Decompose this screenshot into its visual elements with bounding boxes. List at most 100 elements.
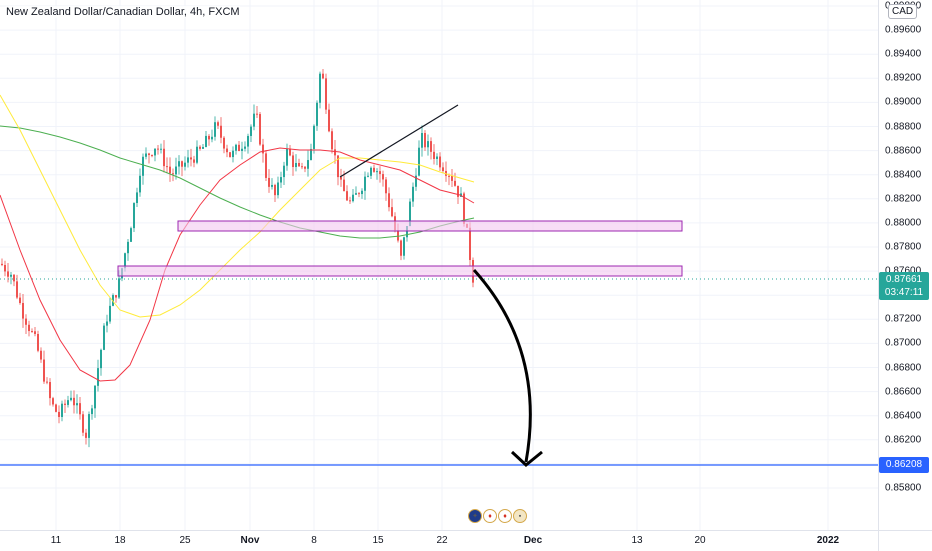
candle-up <box>295 162 297 168</box>
candle-down <box>4 264 6 272</box>
time-tick-label: 15 <box>372 535 384 546</box>
candle-up <box>250 126 252 136</box>
candle-up <box>91 408 93 415</box>
candle-down <box>7 271 9 277</box>
candle-up <box>124 253 126 269</box>
candle-down <box>64 403 66 405</box>
candle-down <box>439 156 441 168</box>
candle-down <box>46 381 48 383</box>
price-tick-label: 0.87600 <box>885 266 921 277</box>
candle-down <box>217 122 219 126</box>
time-tick-label: 13 <box>631 535 643 546</box>
nz-flag-icon[interactable]: ✦ <box>468 509 482 523</box>
candle-up <box>184 162 186 167</box>
candle-down <box>85 432 87 438</box>
candle-up <box>88 414 90 438</box>
candle-down <box>448 175 450 177</box>
grid <box>0 0 878 530</box>
price-tick-label: 0.88400 <box>885 169 922 181</box>
candle-down <box>115 295 117 298</box>
candle-up <box>241 148 243 151</box>
candle-down <box>220 125 222 138</box>
candle-up <box>244 146 246 149</box>
candle-down <box>28 324 30 332</box>
candle-up <box>418 147 420 176</box>
economic-events-bar[interactable]: ✦ ♦ ♦ ▪ <box>468 509 527 523</box>
candle-up <box>406 226 408 238</box>
candle-up <box>187 157 189 163</box>
candle-down <box>82 414 84 433</box>
candle-down <box>49 382 51 399</box>
candle-down <box>52 398 54 405</box>
projection-arrow <box>472 268 532 463</box>
time-axis[interactable]: 11 18 25 Nov 8 15 22 Dec 13 20 2022 <box>0 530 878 551</box>
time-tick-label: 22 <box>436 535 448 546</box>
candle-down <box>463 193 465 224</box>
candle-up <box>310 148 312 161</box>
price-tick-label: 0.86600 <box>885 386 922 398</box>
candle-down <box>469 227 471 260</box>
currency-label[interactable]: CAD <box>888 4 918 19</box>
candle-down <box>229 152 231 158</box>
candle-down <box>328 109 330 132</box>
candle-down <box>163 148 165 167</box>
candles <box>1 68 474 448</box>
candle-down <box>25 318 27 325</box>
candle-down <box>172 173 174 175</box>
candle-up <box>154 148 156 156</box>
price-tick-label: 0.86400 <box>885 410 922 422</box>
candle-up <box>427 141 429 148</box>
candle-up <box>277 182 279 196</box>
candle-up <box>376 171 378 173</box>
candle-down <box>454 180 456 186</box>
candle-up <box>235 144 237 151</box>
candle-down <box>157 148 159 150</box>
candle-down <box>16 281 18 298</box>
time-tick-label: 25 <box>179 535 191 546</box>
candle-down <box>226 148 228 153</box>
candle-down <box>346 191 348 201</box>
candle-down <box>442 167 444 171</box>
candle-down <box>256 113 258 115</box>
candle-up <box>286 148 288 166</box>
candle-up <box>280 177 282 183</box>
candle-up <box>367 175 369 177</box>
price-axis[interactable]: 0.898000.896000.894000.892000.890000.888… <box>878 0 932 530</box>
candle-down <box>382 174 384 180</box>
candle-down <box>301 166 303 168</box>
candle-down <box>457 185 459 197</box>
candle-up <box>133 203 135 229</box>
price-tick-label: 0.88600 <box>885 145 922 157</box>
candle-down <box>349 200 351 202</box>
ca-flag-icon[interactable]: ♦ <box>483 509 497 523</box>
candle-up <box>409 201 411 227</box>
price-tick-label: 0.87000 <box>885 337 922 349</box>
chart-canvas[interactable] <box>0 0 878 530</box>
candle-down <box>199 146 201 149</box>
candle-down <box>37 333 39 351</box>
price-tick-label: 0.88000 <box>885 217 922 229</box>
candle-up <box>127 241 129 254</box>
candle-down <box>73 397 75 406</box>
calendar-icon[interactable]: ▪ <box>513 509 527 523</box>
price-tick-label: 0.88200 <box>885 193 922 205</box>
chart-area[interactable]: New Zealand Dollar/Canadian Dollar, 4h, … <box>0 0 878 530</box>
price-tick-label: 0.89000 <box>885 96 922 108</box>
ca-flag-icon[interactable]: ♦ <box>498 509 512 523</box>
time-tick-label: Nov <box>240 535 260 546</box>
candle-down <box>13 274 15 282</box>
candle-down <box>292 155 294 168</box>
candle-down <box>343 179 345 192</box>
candle-down <box>181 161 183 167</box>
candle-down <box>424 133 426 148</box>
candle-down <box>31 331 33 333</box>
candle-down <box>1 263 3 265</box>
candle-down <box>22 303 24 319</box>
candle-down <box>334 149 336 156</box>
price-tick-label: 0.88800 <box>885 121 922 132</box>
candle-up <box>313 125 315 149</box>
axis-corner <box>878 530 932 551</box>
candle-up <box>100 349 102 369</box>
candle-up <box>211 136 213 140</box>
candle-up <box>67 400 69 405</box>
